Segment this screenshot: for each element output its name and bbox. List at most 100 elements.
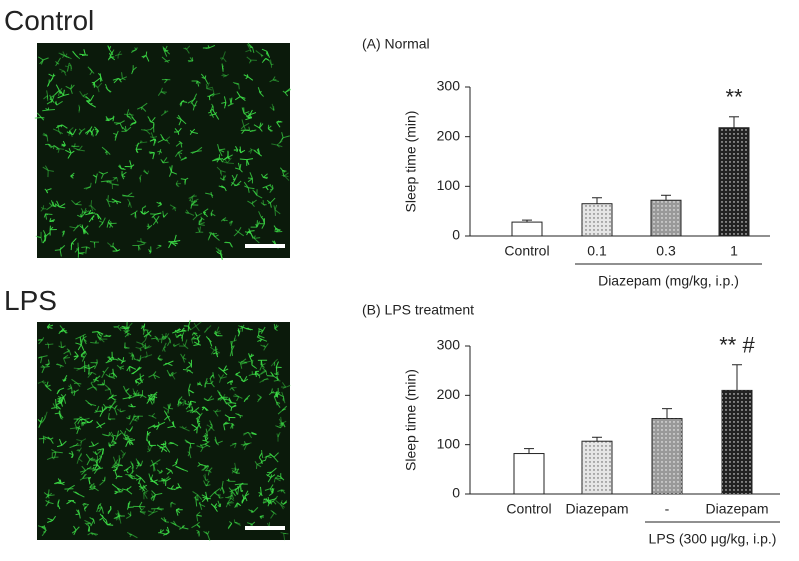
cell-process [170,470,174,474]
cell-process [257,338,263,342]
cell-process [112,468,118,472]
cell-process [108,376,116,380]
cell-process [270,474,276,478]
cell-process [82,228,85,235]
cell-process [108,431,113,437]
cell-process [202,439,206,442]
cell-process [110,56,116,61]
cell-process [206,325,212,330]
cell-process [95,130,99,133]
cell-process [262,219,265,225]
cell-process [78,108,80,113]
cell-process [104,384,111,390]
cell-process [49,98,53,102]
cell-process [203,530,208,535]
cell-process [274,393,279,398]
cell-process [235,488,238,491]
cell-process [42,230,47,237]
cell-process [88,186,91,189]
cell-process [219,496,224,499]
cell-process [121,325,129,329]
cell-process [135,210,138,213]
cell-process [147,330,152,334]
cell-process [94,177,97,184]
cell-process [103,517,108,521]
cell-process [204,380,209,385]
cell-process [132,463,134,468]
cell-process [138,501,143,507]
cell-process [135,377,141,381]
cell-process [231,442,237,445]
cell-process [184,179,186,183]
cell-process [59,68,64,72]
cell-process [283,175,290,181]
cell-process [188,195,193,199]
cell-process [97,506,103,510]
cell-process [269,498,277,501]
cell-process [212,158,219,162]
cell-process [218,185,225,189]
cell-process [54,412,60,415]
cell-process [69,226,77,229]
cell-process [42,109,49,112]
cell-process [234,393,240,398]
cell-process [112,242,115,248]
cell-process [270,388,273,393]
cell-process [200,73,206,79]
cell-process [189,196,193,202]
cell-process [240,360,247,363]
cell-process [251,521,256,525]
cell-process [215,326,220,333]
cell-process [231,182,237,186]
cell-process [162,214,165,218]
chart-title: (A) Normal [362,36,430,52]
cell-process [196,422,201,429]
cell-process [238,361,241,364]
cell-process [246,43,251,51]
cell-process [48,202,53,207]
cell-process [177,152,182,159]
cell-process [85,95,91,102]
cell-process [41,366,45,374]
cell-process [269,452,275,458]
cell-process [150,132,154,138]
cell-process [235,373,239,376]
cell-process [204,443,211,448]
cell-process [175,183,178,187]
cell-process [99,517,104,521]
cell-process [58,397,62,403]
cell-process [282,90,286,93]
cell-process [81,357,85,362]
cell-process [65,85,72,90]
cell-process [217,144,220,150]
cell-process [83,508,86,512]
cell-process [63,396,67,404]
cell-process [222,397,226,399]
y-tick-label: 200 [437,386,461,402]
cell-process [233,335,237,342]
cell-process [121,488,127,491]
cell-process [43,239,46,242]
cell-process [269,188,274,191]
cell-process [193,427,198,432]
cell-process [273,452,279,458]
cell-process [270,361,275,367]
cell-process [173,442,179,447]
cell-process [153,374,157,380]
cell-process [81,438,87,442]
cell-process [231,405,237,408]
cell-process [66,348,70,351]
cell-process [139,511,146,515]
cell-process [102,407,108,412]
cell-process [267,128,273,132]
cell-process [196,514,202,517]
cell-process [188,212,195,216]
cell-process [205,336,210,341]
cell-process [222,75,227,78]
cell-process [108,396,112,399]
cell-process [247,200,253,205]
cell-process [203,397,209,402]
cell-process [61,124,68,129]
cell-process [121,168,126,170]
cell-process [263,378,269,381]
